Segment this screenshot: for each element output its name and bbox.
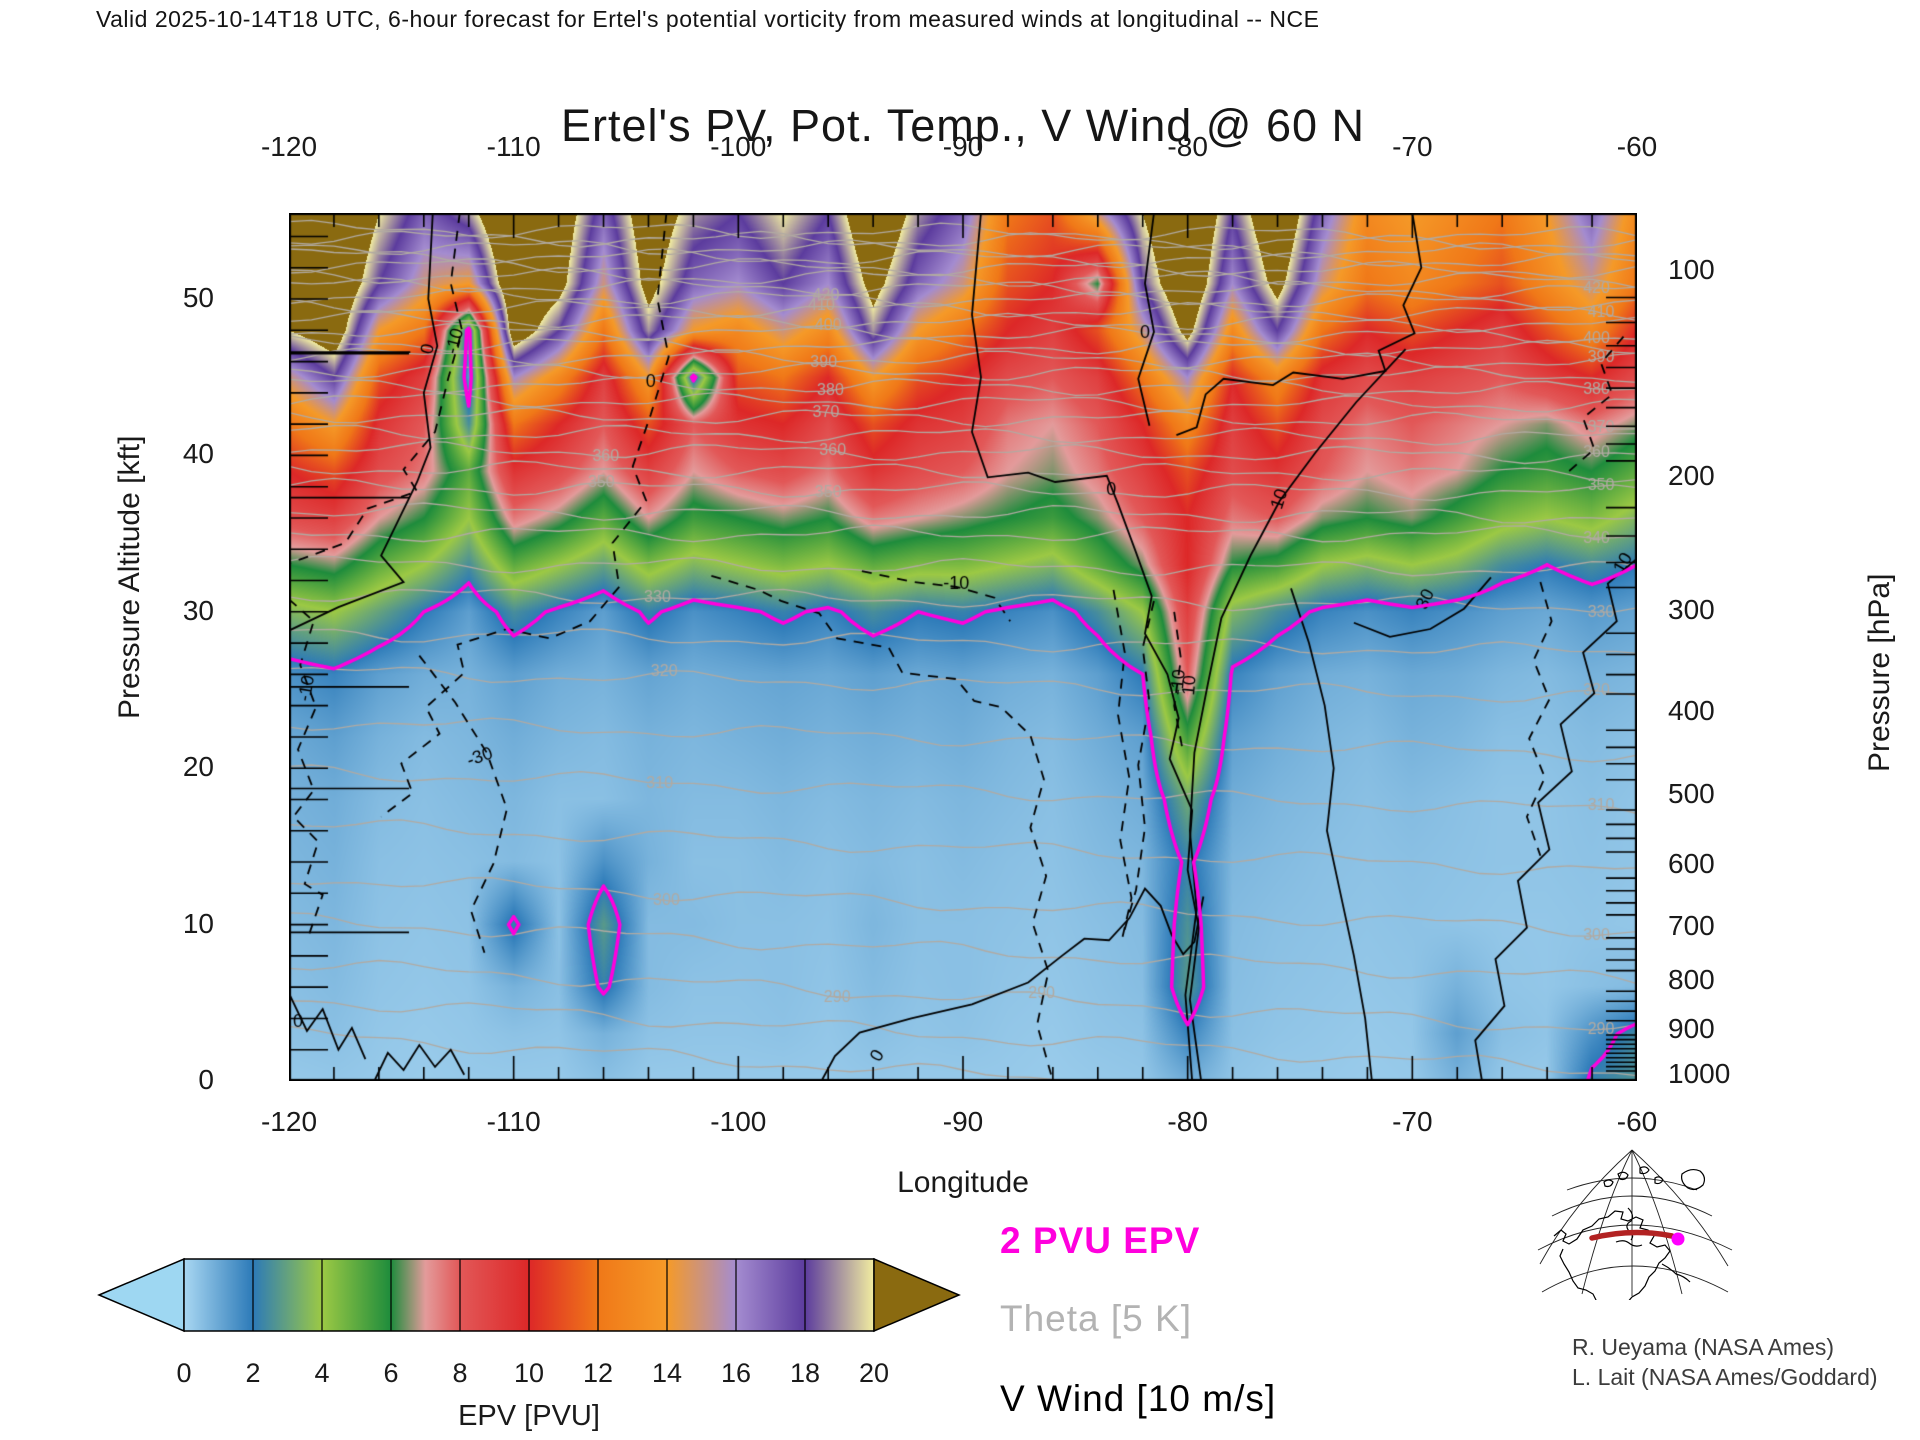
credit-line-2: L. Lait (NASA Ames/Goddard) (1572, 1364, 1878, 1390)
colorbar-tick-label: 14 (651, 1358, 683, 1388)
y-right-tick-label: 100 (1668, 253, 1715, 285)
y-left-tick-label: 0 (198, 1064, 214, 1095)
colorbar-over-arrow (873, 1257, 961, 1333)
x-tick-label-top: -110 (486, 131, 541, 162)
colorbar-tick-label: 6 (383, 1358, 399, 1388)
map-graticule (1537, 1149, 1733, 1296)
x-tick-label-top: -60 (1616, 131, 1658, 162)
colorbar-tick-label: 4 (314, 1358, 330, 1388)
x-tick-label-bottom: -70 (1392, 1106, 1433, 1137)
cross-section-endpoint-marker (1671, 1232, 1685, 1246)
y-left-tick-label: 10 (182, 907, 214, 939)
y-right-tick-label: 1000 (1668, 1058, 1731, 1090)
y-left-axis-title: Pressure Altitude [kft] (113, 435, 146, 719)
legend-vwind-contour: V Wind [10 m/s] (1000, 1378, 1277, 1419)
validity-header: Valid 2025-10-14T18 UTC, 6-hour forecast… (96, 6, 1320, 32)
legend-theta-contour: Theta [5 K] (1000, 1298, 1192, 1339)
y-right-tick-label: 200 (1668, 460, 1715, 492)
epv-colorbar (97, 1257, 961, 1333)
x-tick-label-top: -120 (260, 131, 318, 162)
y-right-tick-label: 600 (1668, 848, 1715, 880)
x-tick-label-bottom: -60 (1616, 1106, 1658, 1137)
cross-section-path-60n (1589, 1229, 1675, 1241)
y-right-tick-label: 700 (1668, 909, 1715, 941)
y-right-tick-label: 800 (1668, 964, 1715, 996)
epv-cross-section-heatmap (289, 213, 1637, 1081)
colorbar-axis-title: EPV [PVU] (458, 1400, 600, 1432)
x-tick-label-top: -80 (1167, 131, 1208, 162)
legend-pv2-contour: 2 PVU EPV (1000, 1220, 1201, 1261)
y-right-tick-label: 400 (1668, 695, 1715, 727)
y-left-tick-label: 40 (182, 438, 214, 470)
page-title: Ertel's PV, Pot. Temp., V Wind @ 60 N (560, 100, 1366, 151)
y-left-tick-label: 20 (182, 751, 214, 783)
map-inset (1537, 1149, 1733, 1300)
x-tick-label-top: -70 (1392, 131, 1433, 162)
x-tick-label-bottom: -80 (1167, 1106, 1208, 1137)
x-tick-label-bottom: -110 (486, 1106, 541, 1137)
colorbar-tick-label: 8 (452, 1358, 468, 1388)
x-tick-label-bottom: -120 (260, 1106, 318, 1137)
y-right-axis-title: Pressure [hPa] (1863, 573, 1896, 772)
x-tick-label-top: -100 (710, 131, 767, 162)
colorbar-tick-label: 12 (582, 1358, 614, 1388)
y-left-tick-label: 50 (182, 282, 214, 314)
x-axis-title: Longitude (897, 1166, 1029, 1199)
colorbar-tick-label: 20 (858, 1358, 890, 1388)
colorbar-tick-label: 18 (789, 1358, 821, 1388)
colorbar-tick-label: 10 (513, 1358, 545, 1388)
y-right-tick-label: 500 (1668, 778, 1715, 810)
colorbar-tick-label: 0 (176, 1358, 192, 1388)
x-tick-label-top: -90 (942, 131, 984, 162)
y-right-tick-label: 900 (1668, 1013, 1715, 1045)
y-right-tick-label: 300 (1668, 593, 1715, 625)
colorbar-tick-label: 2 (245, 1358, 261, 1388)
y-left-tick-label: 30 (182, 594, 214, 626)
map-coastlines (1553, 1166, 1706, 1300)
x-tick-label-bottom: -90 (942, 1106, 984, 1137)
x-tick-label-bottom: -100 (710, 1106, 767, 1137)
colorbar-tick-label: 16 (720, 1358, 752, 1388)
colorbar-under-arrow (97, 1257, 185, 1333)
credit-line-1: R. Ueyama (NASA Ames) (1572, 1334, 1835, 1360)
